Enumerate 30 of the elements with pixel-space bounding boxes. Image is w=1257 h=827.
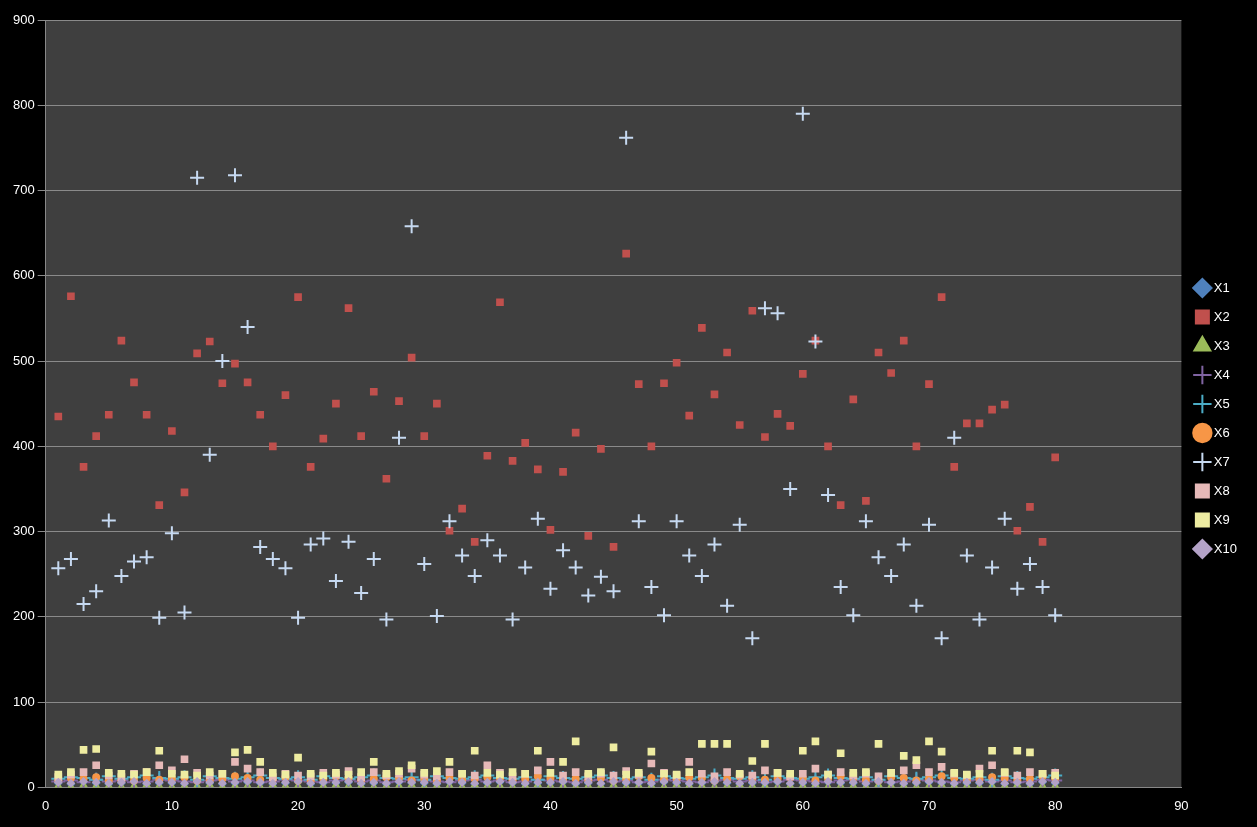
y-tick-label: 200 xyxy=(12,608,35,624)
legend-label: X5 xyxy=(1213,395,1230,411)
legend-label: X7 xyxy=(1213,453,1230,469)
x-tick-label: 30 xyxy=(417,797,432,813)
legend-label: X1 xyxy=(1213,279,1230,295)
y-tick-label: 300 xyxy=(12,523,35,539)
x-tick-label: 10 xyxy=(164,797,180,813)
legend-label: X2 xyxy=(1213,308,1230,324)
y-tick-label: 400 xyxy=(12,437,35,453)
y-tick-label: 600 xyxy=(12,267,35,283)
y-tick-label: 700 xyxy=(12,182,35,198)
x-tick-label: 40 xyxy=(543,797,558,813)
legend-label: X4 xyxy=(1213,366,1230,382)
x-tick-label: 60 xyxy=(795,797,811,813)
legend-label: X9 xyxy=(1213,511,1230,527)
y-tick-label: 100 xyxy=(12,693,35,709)
x-tick-label: 70 xyxy=(921,797,937,813)
y-tick-label: 800 xyxy=(12,96,35,112)
legend-label: X6 xyxy=(1213,424,1230,440)
legend-label: X8 xyxy=(1213,482,1230,498)
y-tick-label: 500 xyxy=(12,352,35,368)
x-tick-label: 20 xyxy=(290,797,306,813)
x-tick-label: 80 xyxy=(1047,797,1063,813)
x-tick-label: 90 xyxy=(1174,797,1189,813)
legend-label: X3 xyxy=(1213,337,1230,353)
x-tick-label: 50 xyxy=(669,797,684,813)
y-tick-label: 900 xyxy=(12,11,35,27)
y-tick-label: 0 xyxy=(27,778,35,794)
x-tick-label: 0 xyxy=(42,797,50,813)
legend-label: X10 xyxy=(1213,540,1238,556)
